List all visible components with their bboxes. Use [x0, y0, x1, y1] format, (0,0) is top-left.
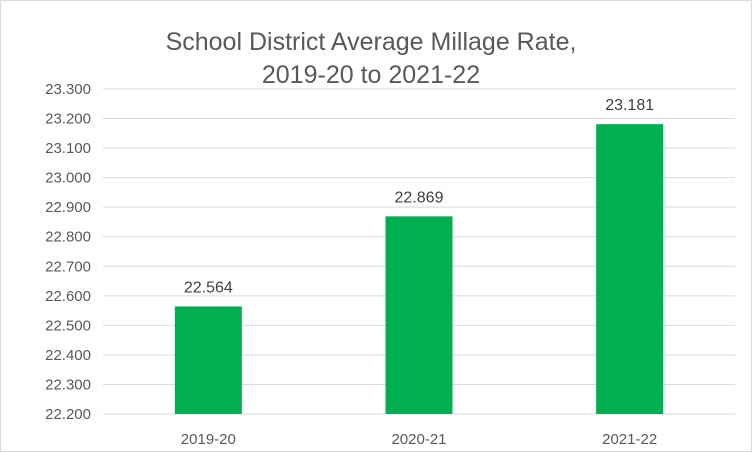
- y-tick-label: 22.800: [45, 229, 91, 246]
- y-tick-label: 22.500: [45, 317, 91, 334]
- bars: [174, 124, 664, 414]
- data-label-2021-22: 23.181: [605, 97, 654, 114]
- y-tick-label: 22.600: [45, 288, 91, 305]
- y-tick-label: 22.300: [45, 376, 91, 393]
- x-category-label-2020-21: 2020-21: [391, 431, 446, 448]
- x-category-label-2019-20: 2019-20: [181, 431, 236, 448]
- y-tick-label: 22.900: [45, 199, 91, 216]
- x-axis-category-labels: 2019-20 2020-21 2021-22: [181, 431, 657, 448]
- y-tick-label: 23.300: [45, 81, 91, 98]
- bar-2020-21: [385, 216, 453, 414]
- y-tick-label: 23.200: [45, 111, 91, 128]
- bar-2019-20: [174, 306, 242, 414]
- data-label-2020-21: 22.869: [395, 189, 444, 206]
- x-category-label-2021-22: 2021-22: [602, 431, 657, 448]
- y-tick-label: 22.400: [45, 347, 91, 364]
- chart-title-line-2: 2019-20 to 2021-22: [262, 61, 480, 89]
- bar-2021-22: [596, 124, 664, 414]
- y-tick-label: 23.000: [45, 170, 91, 187]
- data-label-2019-20: 22.564: [184, 279, 233, 296]
- data-labels: 22.564 22.869 23.181: [184, 97, 654, 296]
- y-tick-label: 23.100: [45, 140, 91, 157]
- y-tick-label: 22.700: [45, 258, 91, 275]
- y-axis-tick-labels: 22.200 22.300 22.400 22.500 22.600 22.700 22.8…: [45, 81, 91, 423]
- y-tick-label: 22.200: [45, 406, 91, 423]
- chart-title-line-1: School District Average Millage Rate,: [166, 28, 577, 56]
